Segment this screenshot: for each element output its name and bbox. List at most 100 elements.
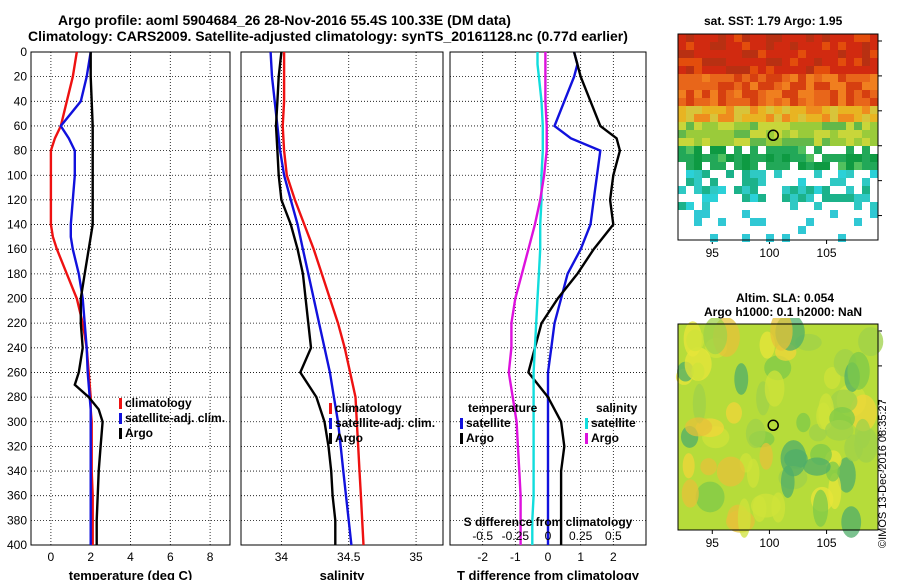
sst-cell bbox=[822, 138, 830, 146]
figure-title-line1: Argo profile: aoml 5904684_26 28-Nov-201… bbox=[58, 12, 511, 28]
y-tick-label: 200 bbox=[7, 292, 27, 306]
sst-cell bbox=[806, 106, 814, 114]
sst-cell bbox=[838, 178, 846, 186]
sst-cell bbox=[790, 42, 798, 50]
sst-cell bbox=[710, 90, 718, 98]
sst-cell bbox=[862, 82, 870, 90]
sst-cell bbox=[798, 130, 806, 138]
sst-cell bbox=[806, 98, 814, 106]
sst-cell bbox=[686, 34, 694, 42]
sst-cell bbox=[702, 122, 710, 130]
sst-cell bbox=[862, 114, 870, 122]
sst-cell bbox=[830, 34, 838, 42]
profile-location-marker bbox=[767, 129, 779, 142]
sst-cell bbox=[694, 162, 702, 170]
y-tick-label: 380 bbox=[7, 513, 27, 527]
sst-cell bbox=[838, 122, 846, 130]
sst-cell bbox=[870, 98, 878, 106]
sst-cell bbox=[870, 138, 878, 146]
sst-cell bbox=[694, 82, 702, 90]
sst-cell bbox=[718, 218, 726, 226]
sst-cell bbox=[854, 154, 862, 162]
sst-cell bbox=[702, 82, 710, 90]
sst-cell bbox=[862, 130, 870, 138]
x-tick-label: -1 bbox=[510, 550, 521, 564]
sst-cell bbox=[686, 50, 694, 58]
sst-cell bbox=[758, 90, 766, 98]
s-axis-label: S difference from climatology bbox=[464, 515, 633, 529]
sst-cell bbox=[742, 58, 750, 66]
sst-cell bbox=[782, 138, 790, 146]
sst-cell bbox=[798, 98, 806, 106]
sst-cell bbox=[774, 74, 782, 82]
sst-cell bbox=[838, 138, 846, 146]
sst-cell bbox=[782, 66, 790, 74]
sst-cell bbox=[678, 58, 686, 66]
sst-cell bbox=[686, 154, 694, 162]
sst-cell bbox=[846, 122, 854, 130]
series-line-s-argo bbox=[507, 52, 548, 545]
sst-cell bbox=[726, 98, 734, 106]
sst-cell bbox=[846, 186, 854, 194]
sst-cell bbox=[838, 194, 846, 202]
sst-cell bbox=[798, 154, 806, 162]
sla-eddy bbox=[737, 498, 751, 538]
map-x-tick-label: 95 bbox=[706, 246, 720, 260]
sla-eddy bbox=[700, 458, 717, 476]
sla-eddy bbox=[681, 479, 699, 508]
sst-cell bbox=[862, 74, 870, 82]
sla-eddy bbox=[746, 458, 760, 488]
sst-cell bbox=[774, 58, 782, 66]
series-line-satellite-adj-clim- bbox=[269, 51, 353, 546]
sst-cell bbox=[758, 58, 766, 66]
sst-cell bbox=[854, 58, 862, 66]
sst-cell bbox=[750, 170, 758, 178]
sst-cell bbox=[686, 58, 694, 66]
sst-cell bbox=[758, 34, 766, 42]
sst-cell bbox=[822, 154, 830, 162]
sst-cell bbox=[686, 90, 694, 98]
sst-cell bbox=[710, 194, 718, 202]
sst-cell bbox=[726, 170, 734, 178]
sst-cell bbox=[750, 130, 758, 138]
sst-cell bbox=[774, 90, 782, 98]
sst-cell bbox=[870, 210, 878, 218]
sst-cell bbox=[726, 50, 734, 58]
x-tick-label: 2 bbox=[610, 550, 617, 564]
sst-cell bbox=[742, 82, 750, 90]
sst-cell bbox=[838, 162, 846, 170]
sst-field bbox=[678, 34, 878, 242]
legend-label: Argo bbox=[335, 431, 363, 445]
sst-cell bbox=[726, 90, 734, 98]
sst-cell bbox=[750, 50, 758, 58]
sst-cell bbox=[870, 90, 878, 98]
sst-cell bbox=[854, 90, 862, 98]
y-tick-label: 80 bbox=[14, 144, 28, 158]
y-tick-label: 20 bbox=[14, 70, 28, 84]
sst-cell bbox=[694, 130, 702, 138]
sst-cell bbox=[750, 178, 758, 186]
sst-cell bbox=[798, 178, 806, 186]
y-tick-label: 360 bbox=[7, 489, 27, 503]
sst-cell bbox=[830, 42, 838, 50]
sst-cell bbox=[758, 98, 766, 106]
sst-cell bbox=[686, 170, 694, 178]
s-tick-label: -0.25 bbox=[502, 529, 530, 543]
sst-cell bbox=[854, 130, 862, 138]
sst-cell bbox=[798, 90, 806, 98]
sst-cell bbox=[806, 66, 814, 74]
sst-cell bbox=[758, 114, 766, 122]
sst-cell bbox=[790, 98, 798, 106]
sst-cell bbox=[766, 66, 774, 74]
sst-cell bbox=[838, 114, 846, 122]
sst-cell bbox=[870, 34, 878, 42]
sst-cell bbox=[750, 114, 758, 122]
sst-cell bbox=[854, 122, 862, 130]
sst-cell bbox=[694, 178, 702, 186]
sst-cell bbox=[854, 82, 862, 90]
sst-cell bbox=[846, 50, 854, 58]
sst-cell bbox=[814, 42, 822, 50]
sst-cell bbox=[846, 58, 854, 66]
s-tick-label: 0.5 bbox=[605, 529, 622, 543]
legend-swatch bbox=[119, 428, 122, 439]
